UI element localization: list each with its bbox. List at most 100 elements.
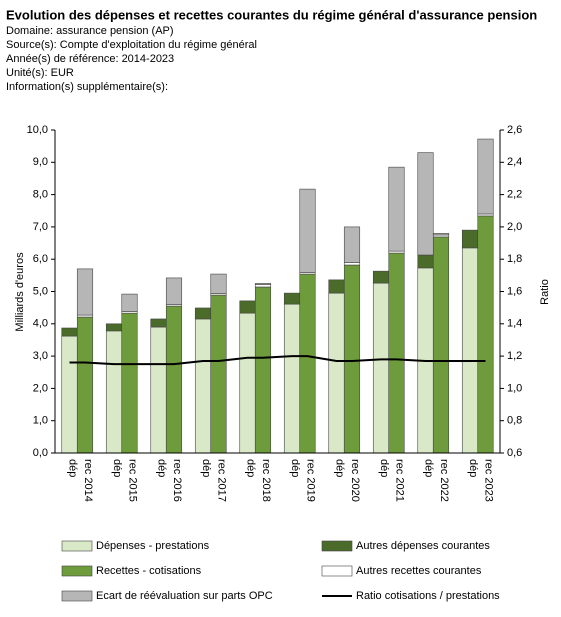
y2-tick-label: 1,8 bbox=[507, 253, 522, 265]
x-tick-label: rec 2022 bbox=[438, 459, 450, 502]
bar-segment bbox=[150, 326, 167, 454]
bar-segment bbox=[432, 233, 450, 236]
bar-segment bbox=[61, 335, 78, 454]
x-tick-label: dép bbox=[423, 459, 435, 477]
y-tick-label: 0,0 bbox=[33, 447, 48, 459]
bar-segment bbox=[299, 273, 316, 454]
bar-segment bbox=[254, 286, 272, 454]
bar-segment bbox=[372, 282, 390, 454]
y2-tick-label: 1,2 bbox=[507, 350, 522, 362]
legend-swatch bbox=[61, 590, 93, 602]
legend-label: Autres dépenses courantes bbox=[356, 540, 490, 552]
x-tick-label: dép bbox=[245, 459, 257, 477]
y2-tick-label: 2,6 bbox=[507, 124, 522, 136]
info-line: Unité(s): EUR bbox=[6, 67, 74, 79]
x-tick-label: dép bbox=[334, 459, 346, 477]
x-tick-label: rec 2021 bbox=[394, 459, 406, 502]
x-tick-label: dép bbox=[378, 459, 390, 477]
bar-segment bbox=[165, 305, 183, 454]
x-tick-label: dép bbox=[467, 459, 479, 477]
bar-segment bbox=[417, 152, 434, 256]
bar-segment bbox=[372, 270, 390, 284]
bar-segment bbox=[417, 254, 434, 269]
legend-label: Autres recettes courantes bbox=[356, 565, 482, 577]
x-tick-label: rec 2018 bbox=[260, 459, 272, 502]
y-tick-label: 9,0 bbox=[33, 156, 48, 168]
y2-axis-label: Ratio bbox=[539, 279, 551, 305]
bar-segment bbox=[283, 292, 301, 305]
x-tick-label: rec 2019 bbox=[305, 459, 317, 502]
y-tick-label: 10,0 bbox=[27, 124, 48, 136]
bar-segment bbox=[432, 236, 450, 454]
y-tick-label: 3,0 bbox=[33, 350, 48, 362]
legend-label: Ratio cotisations / prestations bbox=[356, 590, 500, 602]
bar-segment bbox=[328, 279, 345, 294]
bar-segment bbox=[165, 277, 183, 305]
legend-swatch bbox=[321, 565, 353, 577]
legend-label: Recettes - cotisations bbox=[96, 565, 202, 577]
y2-tick-label: 2,4 bbox=[507, 156, 522, 168]
bar-segment bbox=[343, 262, 361, 266]
x-tick-label: dép bbox=[289, 459, 301, 477]
bar-segment bbox=[239, 312, 256, 454]
info-line: Domaine: assurance pension (AP) bbox=[6, 25, 174, 37]
bar-segment bbox=[461, 247, 479, 454]
bar-segment bbox=[210, 273, 227, 294]
y-tick-label: 6,0 bbox=[33, 253, 48, 265]
x-tick-label: rec 2016 bbox=[171, 459, 183, 502]
x-tick-label: rec 2014 bbox=[82, 459, 94, 502]
bar-segment bbox=[343, 264, 361, 454]
ratio-line bbox=[69, 355, 486, 366]
bar-segment bbox=[105, 330, 123, 454]
y2-tick-label: 2,0 bbox=[507, 221, 522, 233]
legend-swatch bbox=[61, 565, 93, 577]
y2-tick-label: 1,4 bbox=[507, 318, 522, 330]
y-tick-label: 8,0 bbox=[33, 189, 48, 201]
y-tick-label: 2,0 bbox=[33, 382, 48, 394]
info-line: Année(s) de référence: 2014-2023 bbox=[6, 53, 174, 65]
bar-segment bbox=[388, 252, 405, 454]
x-tick-label: rec 2015 bbox=[127, 459, 139, 502]
bar-segment bbox=[121, 293, 138, 312]
x-tick-label: rec 2017 bbox=[216, 459, 228, 502]
bar-segment bbox=[254, 283, 272, 285]
bar-segment bbox=[239, 300, 256, 314]
page-title: Evolution des dépenses et recettes coura… bbox=[6, 7, 537, 22]
legend-swatch bbox=[321, 540, 353, 552]
y-tick-label: 4,0 bbox=[33, 318, 48, 330]
x-tick-label: rec 2020 bbox=[349, 459, 361, 502]
bar-segment bbox=[121, 312, 138, 454]
bar-segment bbox=[388, 166, 405, 252]
y2-tick-label: 0,8 bbox=[507, 415, 522, 427]
y-tick-label: 1,0 bbox=[33, 415, 48, 427]
y2-tick-label: 0,6 bbox=[507, 447, 522, 459]
y2-tick-label: 1,0 bbox=[507, 382, 522, 394]
bar-segment bbox=[254, 284, 272, 288]
legend-label: Dépenses - prestations bbox=[96, 540, 210, 552]
x-tick-label: dép bbox=[200, 459, 212, 477]
bar-segment bbox=[105, 323, 123, 332]
bar-segment bbox=[477, 138, 494, 215]
y-tick-label: 7,0 bbox=[33, 221, 48, 233]
x-tick-label: dép bbox=[156, 459, 168, 477]
info-line: Source(s): Compte d'exploitation du régi… bbox=[6, 39, 257, 51]
y2-tick-label: 2,2 bbox=[507, 189, 522, 201]
bar-segment bbox=[194, 318, 212, 454]
x-tick-label: dép bbox=[111, 459, 123, 477]
legend-label: Ecart de réévaluation sur parts OPC bbox=[96, 590, 273, 602]
bar-segment bbox=[76, 268, 94, 316]
bar-segment bbox=[343, 226, 361, 263]
bar-segment bbox=[477, 215, 494, 454]
y2-tick-label: 1,6 bbox=[507, 285, 522, 297]
bar-segment bbox=[61, 327, 78, 337]
x-tick-label: rec 2023 bbox=[483, 459, 495, 502]
bar-segment bbox=[194, 307, 212, 320]
bar-segment bbox=[328, 292, 345, 454]
x-tick-label: dép bbox=[67, 459, 79, 477]
bar-segment bbox=[461, 229, 479, 249]
info-line: Information(s) supplémentaire(s): bbox=[6, 81, 168, 93]
bar-segment bbox=[150, 318, 167, 328]
bar-segment bbox=[76, 316, 94, 454]
bar-segment bbox=[210, 294, 227, 454]
